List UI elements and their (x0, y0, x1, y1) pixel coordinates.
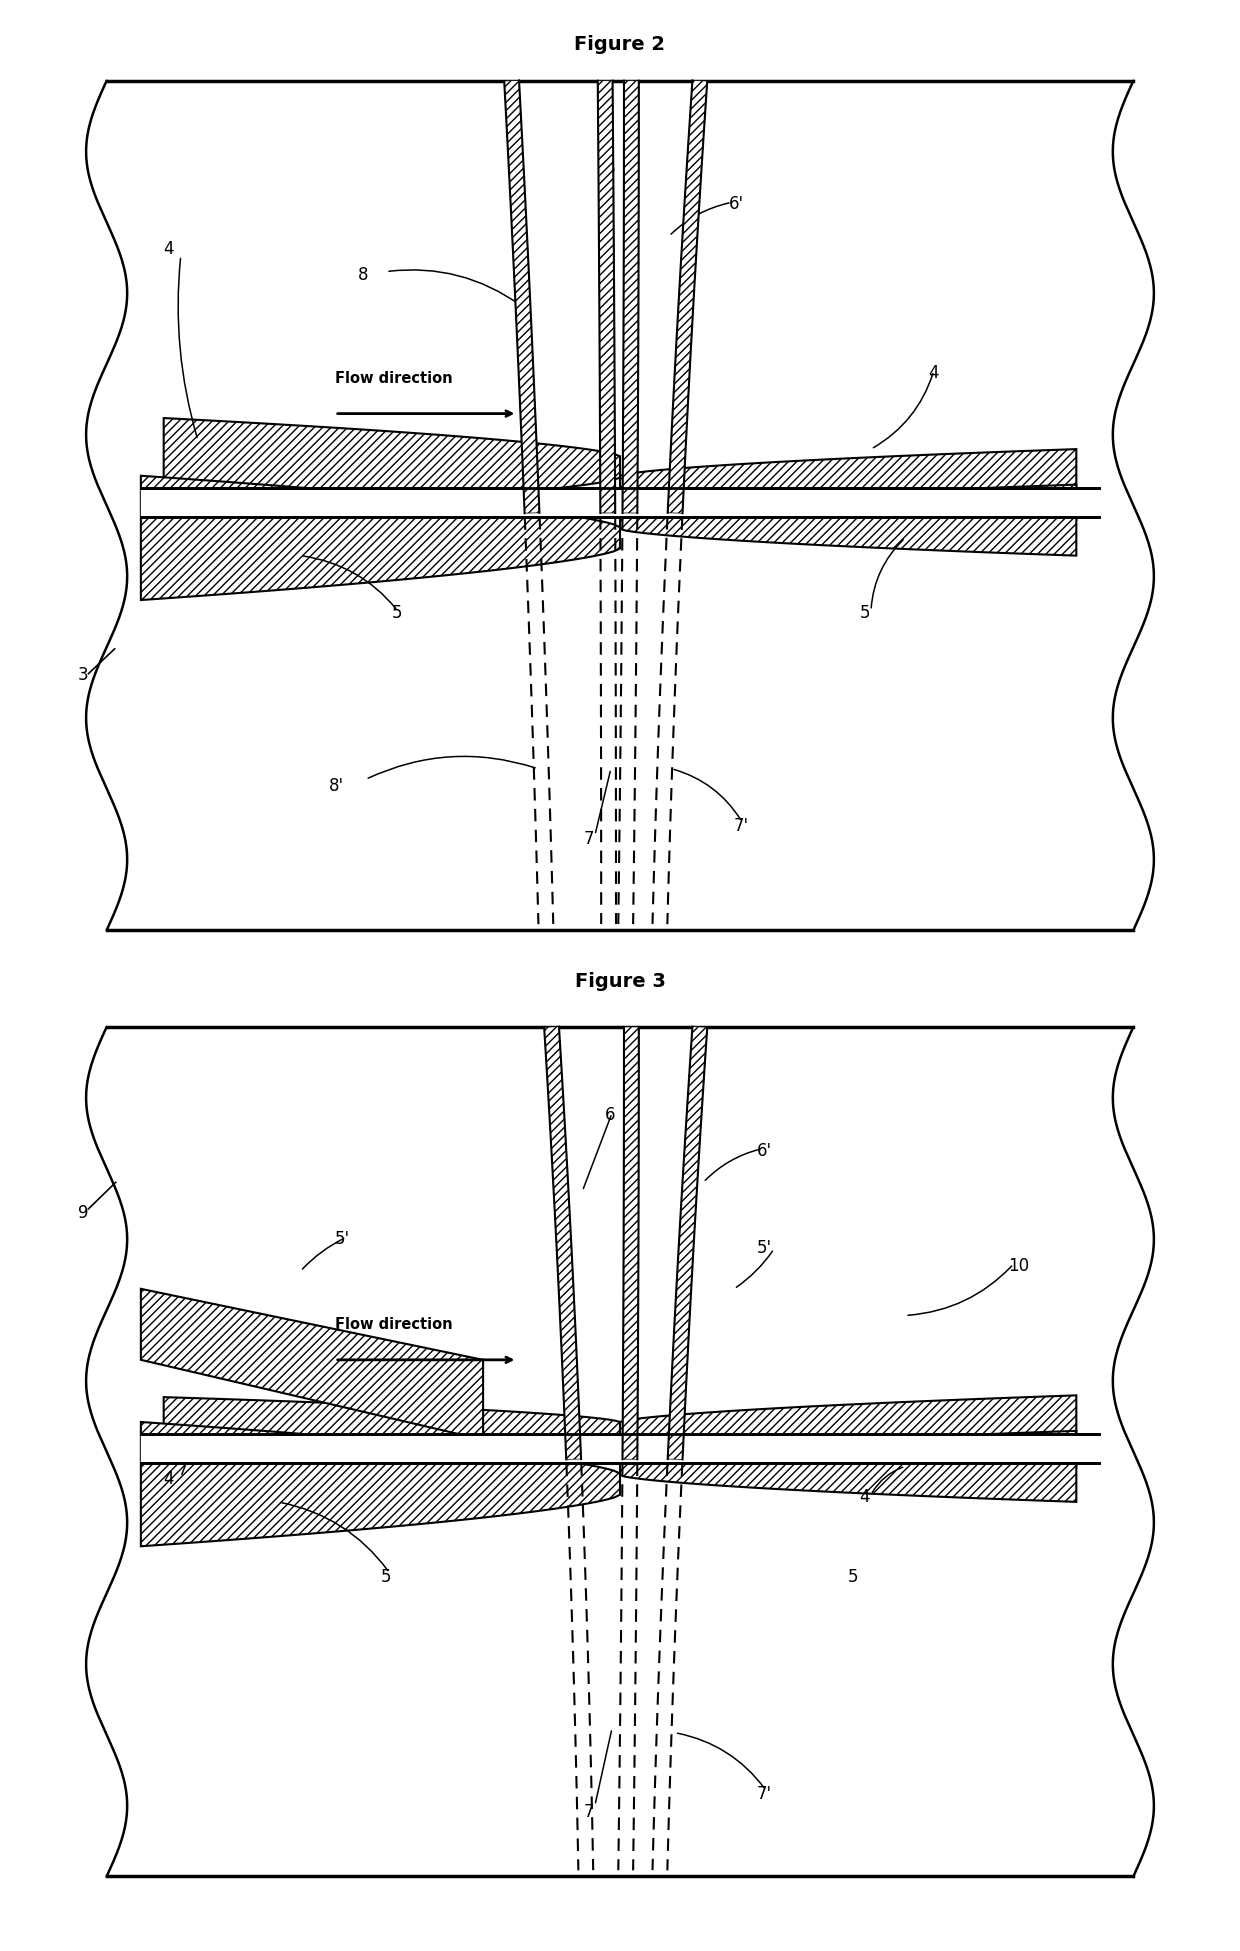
Text: 7: 7 (584, 1803, 594, 1820)
Polygon shape (620, 1430, 1076, 1502)
Text: 3: 3 (78, 665, 89, 685)
Polygon shape (164, 418, 620, 515)
Text: 9: 9 (78, 1204, 88, 1221)
Text: 5: 5 (392, 603, 402, 622)
Text: 7': 7' (734, 817, 749, 835)
Text: 4: 4 (859, 1489, 870, 1506)
Text: Figure 3: Figure 3 (574, 972, 666, 991)
Polygon shape (141, 1422, 620, 1547)
Text: 10: 10 (1008, 1256, 1029, 1276)
Polygon shape (544, 1026, 582, 1459)
Text: Figure 2: Figure 2 (574, 35, 666, 55)
Text: 5: 5 (848, 1569, 858, 1586)
Text: 4: 4 (164, 240, 174, 258)
Polygon shape (620, 484, 1076, 556)
Text: 5: 5 (859, 603, 870, 622)
Polygon shape (164, 1397, 620, 1469)
Text: 6: 6 (605, 1106, 616, 1124)
Text: Flow direction: Flow direction (335, 371, 453, 386)
Text: 6': 6' (728, 195, 744, 213)
Polygon shape (620, 1395, 1076, 1467)
Text: 4: 4 (164, 1471, 174, 1489)
Text: 5': 5' (756, 1239, 773, 1256)
Text: 6: 6 (605, 160, 616, 178)
Polygon shape (141, 1290, 484, 1440)
Polygon shape (622, 80, 639, 513)
Text: 8: 8 (357, 267, 368, 285)
Polygon shape (667, 80, 707, 513)
Polygon shape (622, 1026, 639, 1459)
Text: 7: 7 (584, 829, 594, 849)
Text: 6': 6' (756, 1141, 773, 1159)
Text: 7': 7' (756, 1785, 773, 1803)
Text: 5': 5' (335, 1231, 350, 1249)
Polygon shape (620, 449, 1076, 521)
Text: Flow direction: Flow direction (335, 1317, 453, 1333)
Polygon shape (141, 476, 620, 601)
Polygon shape (505, 80, 539, 513)
Polygon shape (667, 1026, 707, 1459)
Text: 5: 5 (381, 1569, 391, 1586)
Polygon shape (598, 80, 615, 513)
Text: 4: 4 (928, 365, 939, 382)
Text: 8': 8' (329, 776, 345, 794)
